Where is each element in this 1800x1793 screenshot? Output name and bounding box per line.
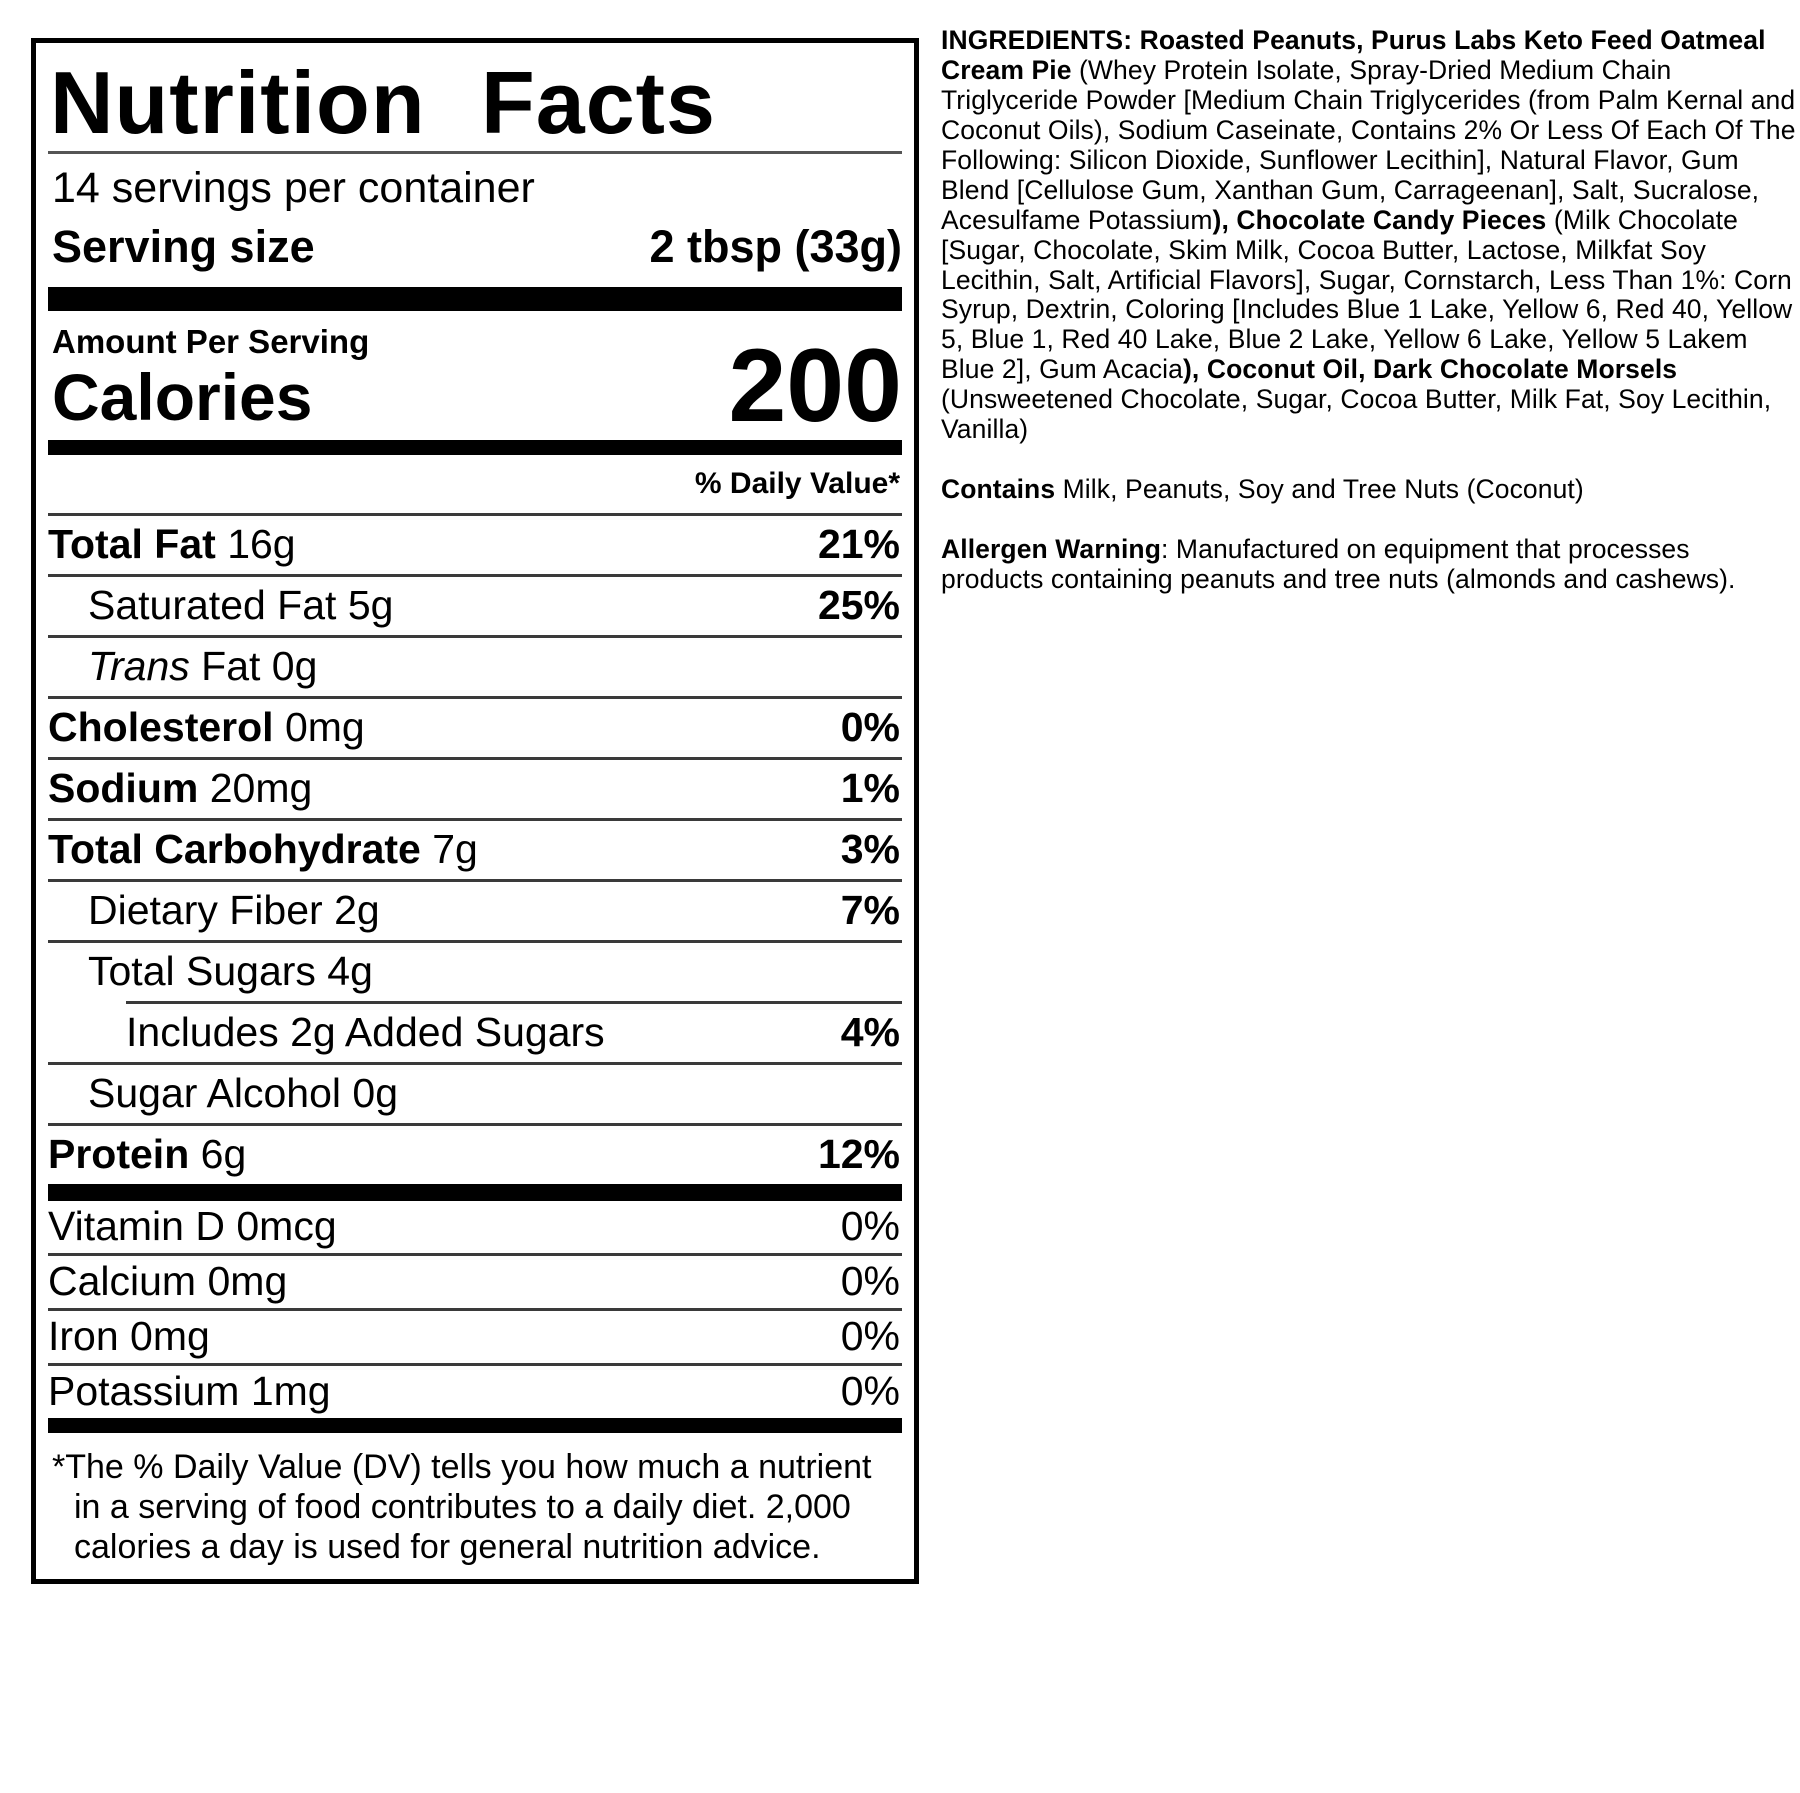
allergen-warning-segment: Allergen Warning: [941, 534, 1161, 565]
thick-bar-calories: [48, 439, 902, 455]
nutrient-name: Saturated Fat: [88, 581, 337, 628]
nutrient-amount: 6g: [189, 1130, 247, 1177]
ingredients-segment: ), Coconut Oil, Dark Chocolate Morsels: [1183, 354, 1678, 385]
daily-value: 25%: [817, 581, 900, 628]
nutrient-amount: 0mcg: [224, 1202, 337, 1249]
thick-bar-protein: [48, 1183, 902, 1201]
thick-bar-bottom: [48, 1417, 902, 1433]
daily-value: 7%: [840, 886, 900, 933]
nutrient-name: Calcium: [48, 1257, 197, 1304]
vitamin-row-potassium: Potassium 1mg 0%: [48, 1362, 902, 1418]
contains-paragraph: Contains Milk, Peanuts, Soy and Tree Nut…: [941, 474, 1797, 505]
nutrient-name: Trans Fat: [88, 642, 261, 689]
nutrient-name: Total Sugars: [88, 947, 316, 994]
daily-value: 0%: [840, 703, 900, 750]
daily-value: 0%: [840, 1367, 900, 1414]
nutrient-name: Sodium: [48, 764, 199, 811]
amount-per-serving-label: Amount Per Serving: [52, 323, 370, 361]
daily-value-header: % Daily Value*: [694, 466, 900, 500]
nutrient-row-sodium: Sodium 20mg 1%: [48, 756, 902, 818]
nutrient-name: Total Carbohydrate: [48, 825, 421, 872]
nutrient-amount: 1mg: [239, 1367, 331, 1414]
nutrient-amount: 0mg: [118, 1312, 210, 1359]
nutrient-amount: 4g: [315, 947, 373, 994]
calories-value: 200: [728, 327, 902, 444]
label-title: Nutrition Facts: [50, 53, 716, 152]
nutrient-row-total-fat: Total Fat 16g 21%: [48, 512, 902, 574]
nutrient-row-cholesterol: Cholesterol 0mg 0%: [48, 695, 902, 757]
nutrient-amount: 0mg: [273, 703, 365, 750]
daily-value: 0%: [840, 1257, 900, 1304]
daily-value: 1%: [840, 764, 900, 811]
ingredients-panel: INGREDIENTS: Roasted Peanuts, Purus Labs…: [941, 25, 1797, 625]
nutrient-row-dietary-fiber: Dietary Fiber 2g 7%: [48, 878, 902, 940]
vitamin-row-iron: Iron 0mg 0%: [48, 1307, 902, 1363]
ingredients-segment: INGREDIENTS: Roasted Peanuts, Purus Labs…: [941, 25, 1766, 85]
ingredients-segment: (Whey Protein Isolate, Spray-Dried Mediu…: [941, 54, 1796, 235]
allergen-warning-paragraph: Allergen Warning: Manufactured on equipm…: [941, 534, 1797, 595]
vitamin-row-vitamin-d: Vitamin D 0mcg 0%: [48, 1201, 902, 1253]
nutrient-amount: 0g: [260, 642, 318, 689]
daily-value: 4%: [840, 1008, 900, 1055]
serving-size-label: Serving size: [52, 221, 315, 273]
nutrient-rows: Total Fat 16g 21% Saturated Fat 5g 25% Trans…: [48, 512, 902, 1184]
nutrient-row-trans-fat: Trans Fat 0g: [48, 634, 902, 696]
nutrient-name: Includes 2g Added Sugars: [126, 1008, 605, 1055]
nutrient-amount: 7g: [420, 825, 478, 872]
nutrient-name: Vitamin D: [48, 1202, 225, 1249]
nutrient-name-italic: Trans: [88, 642, 190, 689]
nutrient-row-protein: Protein 6g 12%: [48, 1122, 902, 1184]
nutrient-amount: 2g: [322, 886, 380, 933]
nutrient-amount: 5g: [336, 581, 394, 628]
nutrient-name: Total Fat: [48, 520, 216, 567]
calories-block: Amount Per Serving Calories 200: [48, 311, 902, 440]
nutrient-amount: 16g: [215, 520, 296, 567]
nutrient-row-total-sugars: Total Sugars 4g: [48, 939, 902, 1001]
daily-value: 0%: [840, 1202, 900, 1249]
title-divider: [48, 151, 902, 155]
nutrient-name: Iron: [48, 1312, 119, 1359]
serving-size-value: 2 tbsp (33g): [649, 221, 902, 273]
nutrient-row-saturated-fat: Saturated Fat 5g 25%: [48, 573, 902, 635]
calories-label: Calories: [52, 360, 313, 435]
daily-value: 0%: [840, 1312, 900, 1359]
contains-segment: Contains: [941, 474, 1056, 505]
thick-bar-top: [48, 287, 902, 312]
nutrient-name: Sugar Alcohol: [88, 1069, 342, 1116]
ingredients-segment: (Unsweetened Chocolate, Sugar, Cocoa But…: [941, 384, 1772, 445]
nutrition-facts-label: Nutrition Facts 14 servings per containe…: [31, 38, 919, 1584]
daily-value: 12%: [817, 1130, 900, 1177]
daily-value: 21%: [817, 520, 900, 567]
nutrient-name: Protein: [48, 1130, 190, 1177]
serving-size-row: Serving size 2 tbsp (33g): [48, 215, 902, 287]
nutrient-name: Dietary Fiber: [88, 886, 323, 933]
nutrient-row-total-carbohydrate: Total Carbohydrate 7g 3%: [48, 817, 902, 879]
nutrient-row-includes-2g-added-sugars: Includes 2g Added Sugars 4%: [126, 1000, 902, 1062]
daily-value-footnote: *The % Daily Value (DV) tells you how mu…: [52, 1447, 872, 1567]
nutrient-amount: 0g: [341, 1069, 399, 1116]
contains-segment: Milk, Peanuts, Soy and Tree Nuts (Coconu…: [1055, 474, 1584, 505]
ingredients-segment: (Milk Chocolate [Sugar, Chocolate, Skim …: [941, 204, 1793, 385]
daily-value: 3%: [840, 825, 900, 872]
nutrient-name: Cholesterol: [48, 703, 274, 750]
nutrient-row-sugar-alcohol: Sugar Alcohol 0g: [48, 1061, 902, 1123]
nutrient-amount: 20mg: [198, 764, 313, 811]
nutrient-amount: 0mg: [196, 1257, 288, 1304]
vitamin-rows: Vitamin D 0mcg 0% Calcium 0mg 0% Iron 0mg 0% P…: [48, 1201, 902, 1418]
vitamin-row-calcium: Calcium 0mg 0%: [48, 1252, 902, 1308]
servings-per-container: 14 servings per container: [52, 164, 535, 213]
calories-left-column: Amount Per Serving Calories: [52, 319, 369, 434]
nutrient-name: Potassium: [48, 1367, 240, 1414]
ingredients-paragraph: INGREDIENTS: Roasted Peanuts, Purus Labs…: [941, 25, 1797, 445]
allergen-warning-segment: : Manufactured on equipment that process…: [941, 534, 1736, 594]
ingredients-segment: ), Chocolate Candy Pieces: [1212, 204, 1547, 235]
